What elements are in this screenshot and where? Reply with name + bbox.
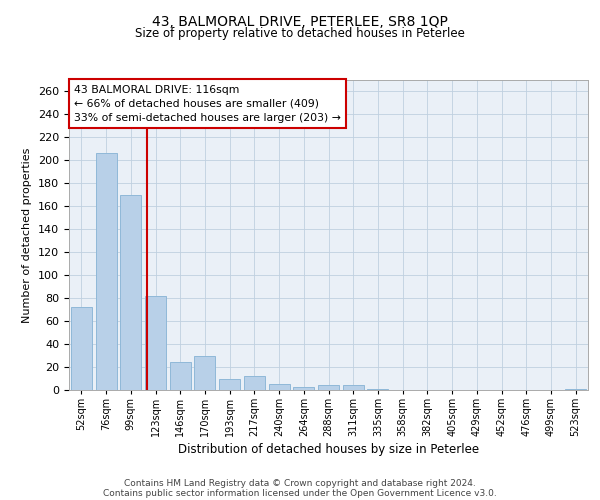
Bar <box>170 362 191 390</box>
Text: Contains public sector information licensed under the Open Government Licence v3: Contains public sector information licen… <box>103 488 497 498</box>
Bar <box>219 378 240 390</box>
Bar <box>565 389 586 390</box>
Bar <box>145 296 166 390</box>
Bar <box>343 386 364 390</box>
Bar <box>120 195 141 390</box>
Bar <box>318 386 339 390</box>
Bar <box>71 308 92 390</box>
Bar <box>95 154 116 390</box>
Bar <box>293 386 314 390</box>
Bar <box>269 384 290 390</box>
Bar <box>367 389 388 390</box>
Bar <box>244 376 265 390</box>
Bar <box>194 356 215 390</box>
Text: 43, BALMORAL DRIVE, PETERLEE, SR8 1QP: 43, BALMORAL DRIVE, PETERLEE, SR8 1QP <box>152 15 448 29</box>
Text: 43 BALMORAL DRIVE: 116sqm
← 66% of detached houses are smaller (409)
33% of semi: 43 BALMORAL DRIVE: 116sqm ← 66% of detac… <box>74 84 341 122</box>
Y-axis label: Number of detached properties: Number of detached properties <box>22 148 32 322</box>
Text: Contains HM Land Registry data © Crown copyright and database right 2024.: Contains HM Land Registry data © Crown c… <box>124 478 476 488</box>
X-axis label: Distribution of detached houses by size in Peterlee: Distribution of detached houses by size … <box>178 444 479 456</box>
Text: Size of property relative to detached houses in Peterlee: Size of property relative to detached ho… <box>135 28 465 40</box>
